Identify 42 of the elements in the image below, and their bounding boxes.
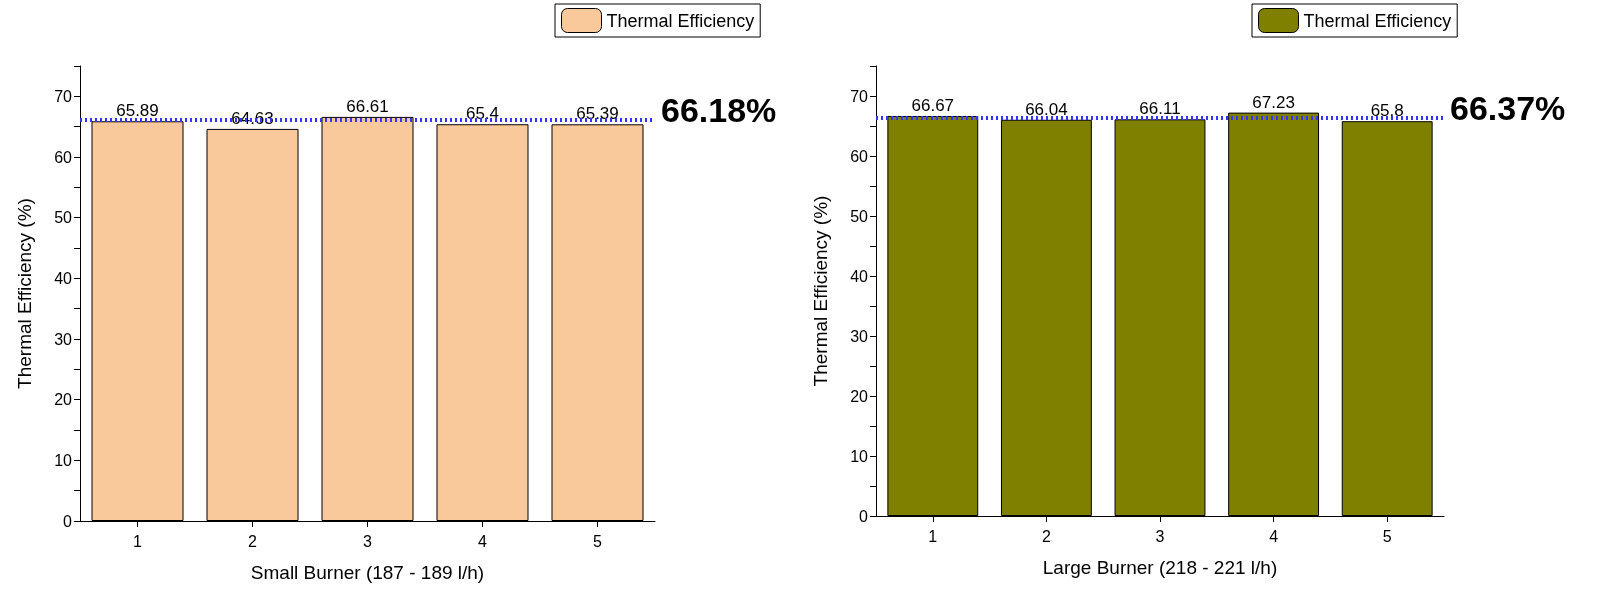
x-tick-label: 3	[1155, 527, 1165, 545]
ref-line-label: 66.18%	[661, 90, 777, 129]
y-tick-label: 30	[850, 327, 869, 345]
y-tick-label: 60	[54, 148, 73, 166]
y-tick-label: 20	[850, 387, 869, 405]
y-tick-label: 20	[54, 391, 73, 409]
y-tick-label: 60	[850, 147, 869, 165]
x-tick-label: 2	[248, 532, 258, 550]
data-label: 65.8	[1370, 101, 1404, 121]
x-tick-label: 4	[1269, 527, 1279, 545]
x-tick-label: 1	[928, 527, 938, 545]
y-tick-label: 0	[859, 507, 869, 525]
x-tick-label: 5	[1382, 527, 1392, 545]
data-label: 66.04	[1025, 99, 1068, 119]
y-tick-label: 50	[850, 207, 869, 225]
data-label: 66.61	[346, 96, 389, 116]
y-axis-title: Thermal Efficiency (%)	[810, 195, 831, 387]
y-tick-label: 10	[54, 451, 73, 469]
y-tick-label: 10	[850, 447, 869, 465]
data-label: 67.23	[1252, 92, 1295, 112]
x-tick-label: 4	[478, 532, 488, 550]
ref-line-label: 66.37%	[1450, 88, 1566, 127]
x-tick-label: 1	[133, 532, 143, 550]
x-tick-label: 5	[593, 532, 603, 550]
data-label: 65.39	[576, 104, 619, 124]
y-tick-label: 50	[54, 209, 73, 227]
y-tick-label: 0	[63, 512, 73, 530]
x-tick-label: 2	[1041, 527, 1051, 545]
x-axis-title: Large Burner (218 - 221 l/h)	[1042, 557, 1278, 578]
legend-label: Thermal Efficiency	[606, 10, 755, 31]
y-tick-label: 30	[54, 330, 73, 348]
legend-label: Thermal Efficiency	[1303, 10, 1452, 31]
data-label: 66.67	[911, 95, 955, 115]
y-axis-title: Thermal Efficiency (%)	[14, 198, 35, 389]
y-tick-label: 70	[54, 87, 73, 105]
y-tick-label: 40	[54, 269, 73, 287]
x-tick-label: 3	[363, 532, 373, 550]
y-tick-label: 70	[850, 87, 869, 105]
y-tick-label: 40	[850, 267, 869, 285]
data-label: 66.11	[1139, 99, 1181, 119]
data-label: 65.89	[116, 101, 159, 121]
x-axis-title: Small Burner (187 - 189 l/h)	[250, 562, 485, 583]
